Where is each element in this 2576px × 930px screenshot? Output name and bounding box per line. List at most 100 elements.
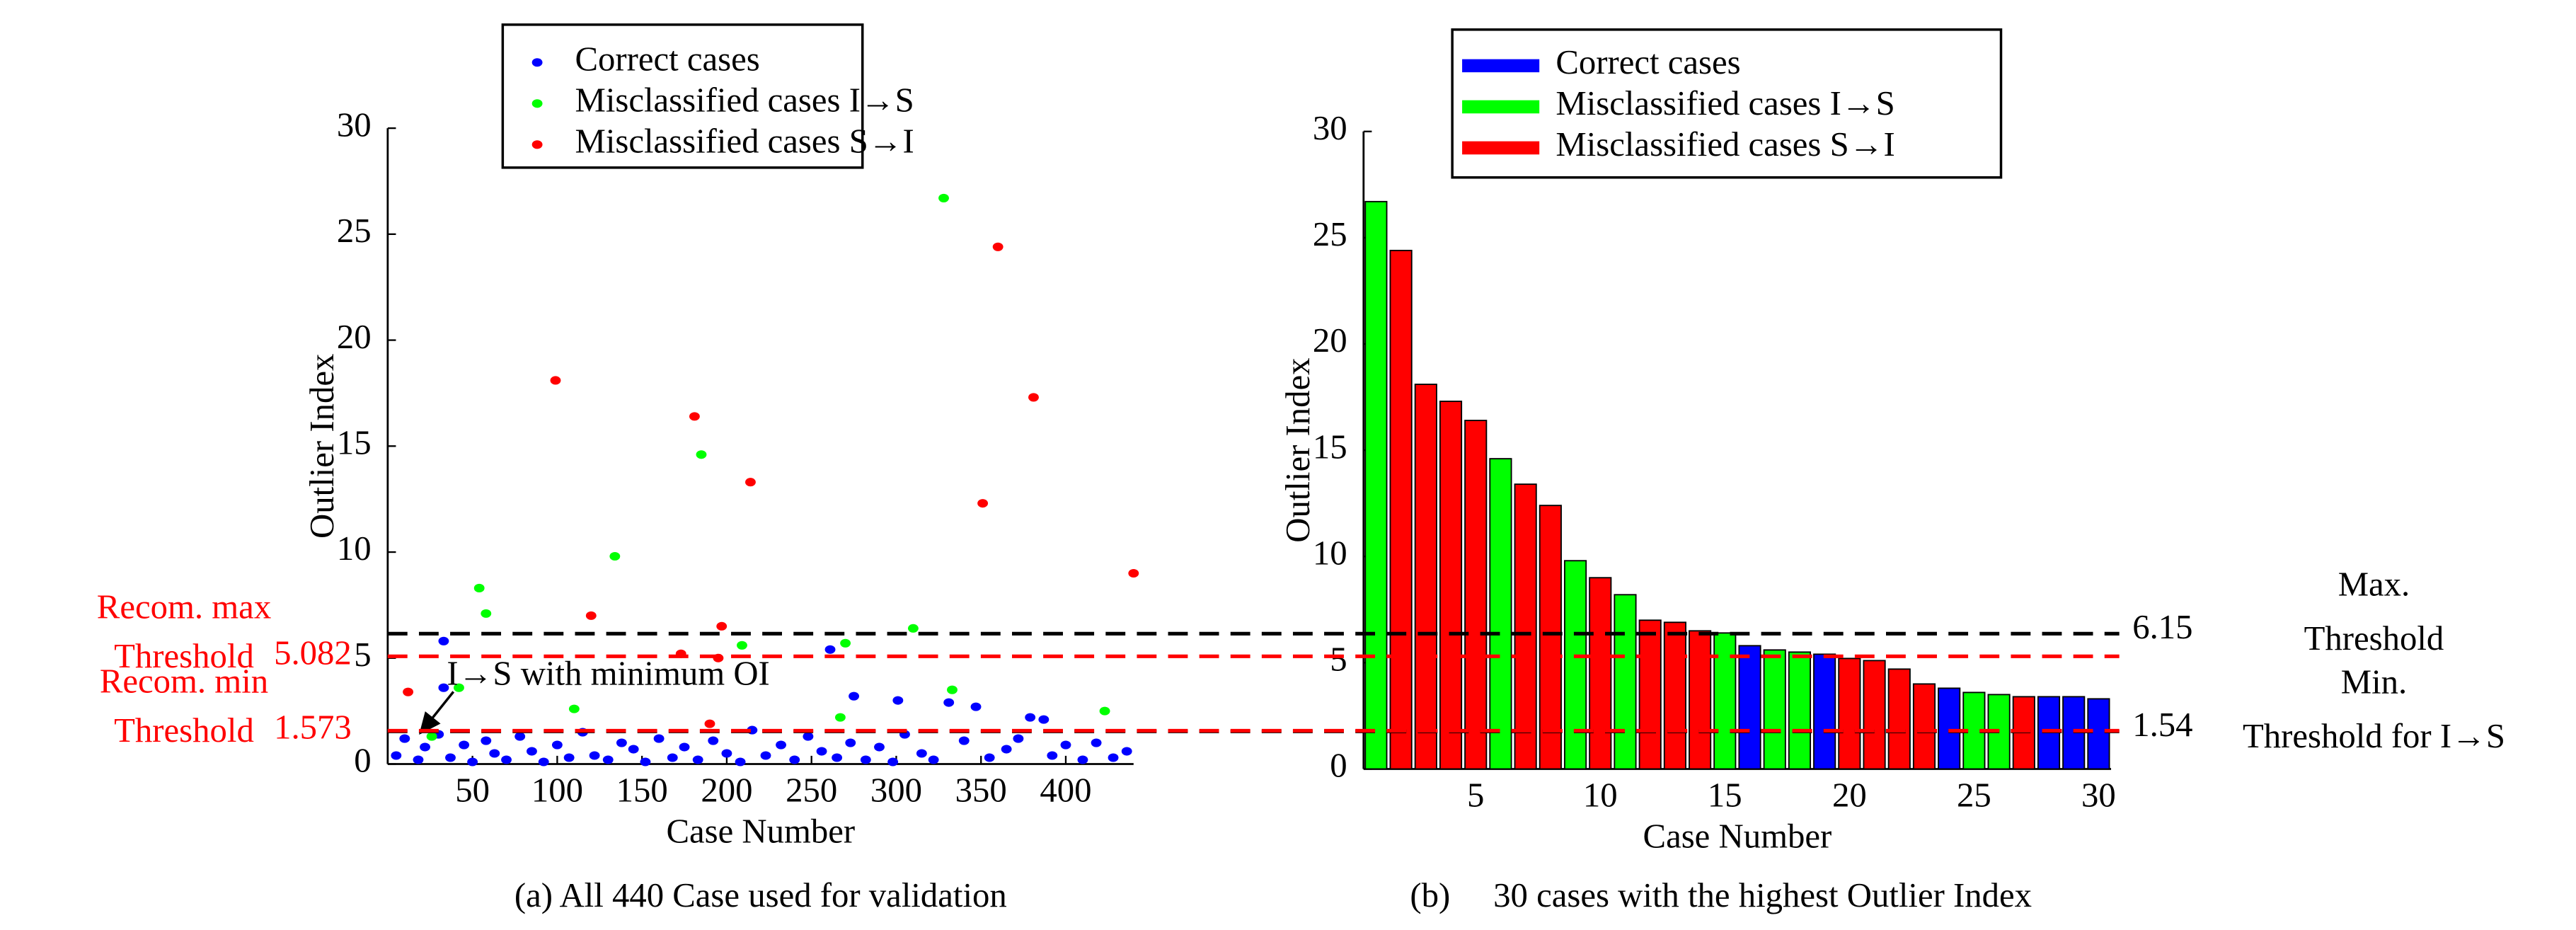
point [602,755,614,764]
point [1038,715,1050,724]
point [789,755,800,764]
y-tick-label: 30 [1313,109,1347,147]
point [1025,713,1036,722]
point [1001,745,1012,754]
x-tick-label: 20 [1832,776,1867,814]
point [679,742,690,752]
threshold-label: Threshold for I→S [2243,717,2505,755]
x-tick-label: 300 [870,771,922,809]
bar [1663,621,1686,770]
point [399,734,410,743]
bar [1638,619,1662,770]
y-tick-label: 5 [354,636,371,674]
point [943,698,955,707]
y-tick-label: 10 [337,529,372,568]
threshold-label: Min. [2341,663,2407,701]
x-axis-label: Case Number [666,813,855,851]
x-tick-label: 150 [616,771,668,809]
threshold-value: 6.15 [2132,608,2192,646]
point [628,745,639,754]
y-tick-label: 25 [1313,215,1347,253]
threshold-label: Threshold [2304,619,2444,658]
point [413,755,424,764]
point [514,732,526,741]
point [609,551,621,561]
legend-label: Misclassified cases I→S [1556,84,1894,122]
bar [1389,249,1413,770]
point [568,704,580,713]
legend-label: Misclassified cases S→I [1556,125,1894,163]
chart-title: (b) 30 cases with the highest Outlier In… [1410,876,2032,914]
bar [1788,651,1811,770]
point [1028,393,1039,402]
bar [1938,687,1961,770]
bar [1863,660,1886,770]
point [716,621,728,631]
point [984,753,995,762]
x-axis-label: Case Number [1643,817,1832,855]
x-tick-label: 400 [1040,771,1091,809]
bar [1364,200,1388,770]
legend-label: Correct cases [575,40,760,78]
y-axis-label: Outlier Index [303,354,341,539]
point [845,738,856,747]
point [1091,738,1102,747]
point [874,742,885,752]
bar [1414,384,1437,770]
annotation: I→S with minimum OI [447,655,769,693]
point [692,755,703,764]
point [1099,706,1110,716]
point [640,757,651,767]
bar [1614,594,1637,770]
y-tick-label: 15 [1313,427,1347,466]
bar [1838,658,1861,770]
bar [1439,401,1463,770]
point [481,609,492,618]
point [616,738,627,747]
point [824,645,836,654]
bar [1464,420,1488,770]
point [1108,753,1119,762]
threshold-label: Max. [2338,566,2410,604]
bar [1563,560,1587,770]
point [550,376,561,385]
point [489,749,500,758]
point [538,757,549,767]
y-tick-label: 15 [337,423,372,461]
point [737,641,747,650]
y-tick-label: 20 [1313,321,1347,360]
point [1060,740,1071,750]
point [721,749,732,758]
point [849,691,859,701]
x-tick-label: 10 [1583,776,1618,814]
x-tick-label: 100 [531,771,583,809]
point [403,687,414,696]
point [527,747,537,756]
point [760,751,771,760]
threshold-value: 5.082 [274,633,352,672]
bar [1489,458,1512,770]
legend-marker [531,99,543,108]
x-tick-label: 50 [455,771,490,809]
threshold-label: Recom. min [100,662,268,701]
bar [1689,630,1712,770]
point [467,757,478,767]
bar [1589,577,1612,770]
point [689,412,700,421]
point [938,193,949,202]
y-tick-label: 20 [337,318,372,356]
point [860,755,871,764]
bar [1887,668,1911,770]
point [459,740,470,750]
point [563,753,575,762]
bar [1514,483,1537,770]
point [473,583,485,592]
y-tick-label: 25 [337,212,372,250]
point [1121,747,1132,756]
point [589,751,600,760]
point [1128,568,1139,578]
point [907,624,919,633]
legend-label: Correct cases [1556,43,1740,81]
point [887,757,899,767]
